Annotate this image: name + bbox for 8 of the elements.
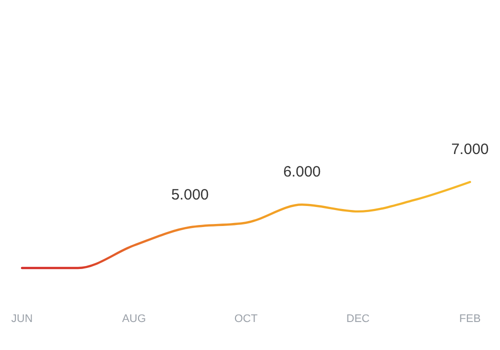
x-tick-label: FEB xyxy=(459,313,481,325)
data-label: 5.000 xyxy=(171,186,209,204)
x-tick-label: DEC xyxy=(346,313,370,325)
x-tick-label: OCT xyxy=(234,313,258,325)
data-label: 7.000 xyxy=(451,141,489,158)
data-label: 6.000 xyxy=(283,164,321,181)
x-tick-label: AUG xyxy=(122,313,146,325)
x-tick-label: JUN xyxy=(11,313,33,325)
